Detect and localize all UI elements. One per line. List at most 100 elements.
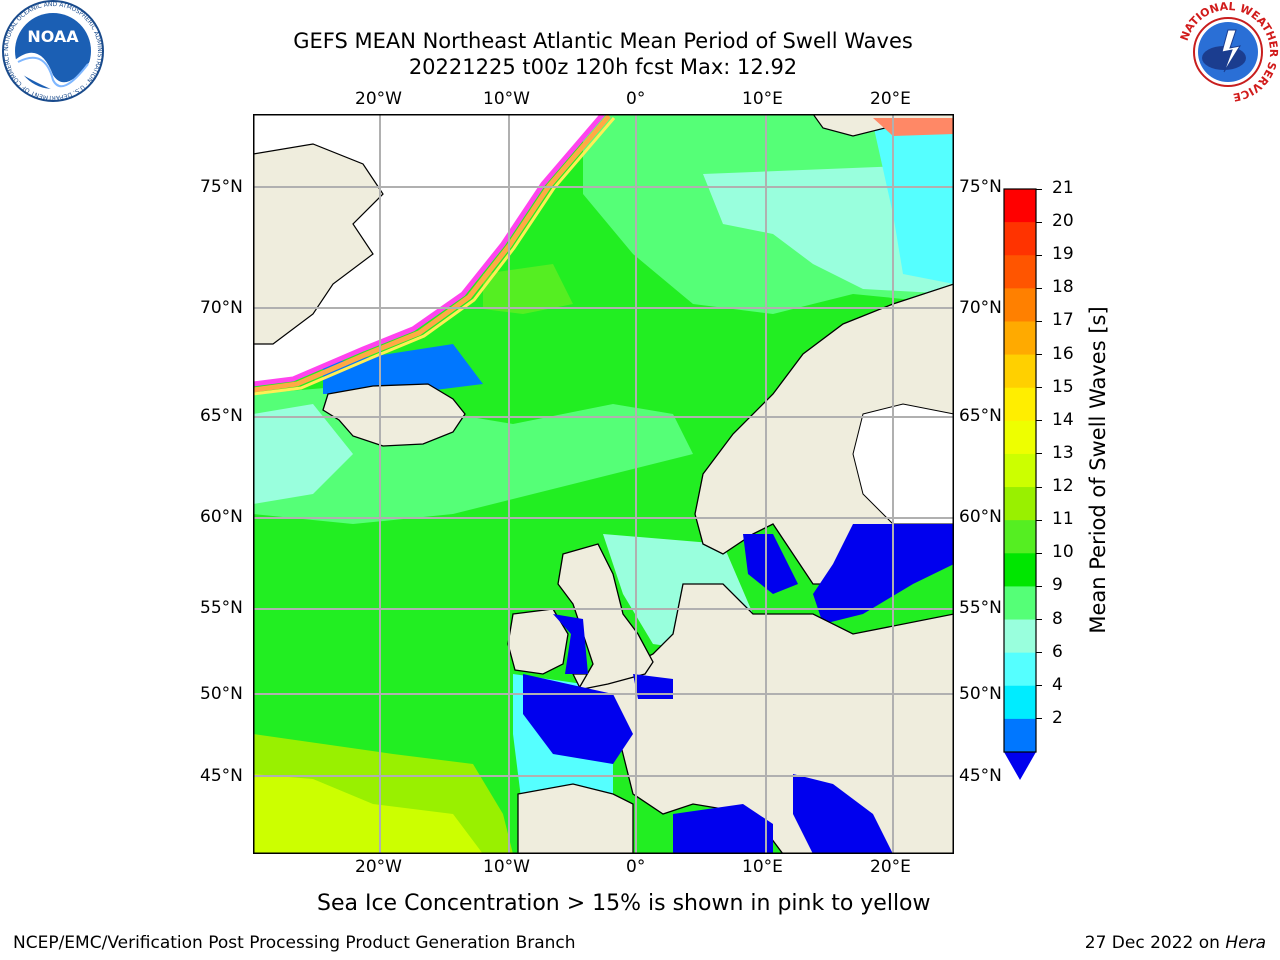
swell-10-11-patch (483, 264, 573, 314)
colorbar-band (1004, 321, 1036, 356)
lat-label-right-60n: 60°N (959, 507, 1002, 527)
colorbar-tick-mark (1036, 420, 1042, 422)
lat-label-left-75n: 75°N (200, 177, 243, 197)
lon-label-bottom-10e: 10°E (742, 857, 783, 877)
iceland-north-low-swell (323, 344, 483, 394)
colorbar-tick-mark (1036, 188, 1042, 190)
colorbar-tick-label: 4 (1052, 674, 1063, 695)
lon-label-bottom-0: 0° (626, 857, 646, 877)
colorbar-tick-label: 21 (1052, 178, 1074, 198)
graticule (253, 114, 954, 854)
colorbar-tick-mark (1036, 718, 1042, 720)
ice-edge-orange (253, 114, 611, 393)
colorbar-tick-label: 11 (1052, 509, 1074, 530)
colorbar-extend-arrow (1004, 752, 1036, 780)
adriatic-swell (793, 774, 893, 854)
colorbar-tick-mark (1036, 287, 1042, 289)
map-frame (253, 114, 954, 854)
colorbar-band (1004, 453, 1036, 488)
colorbar-tick-mark (1036, 254, 1042, 256)
colorbar (1003, 188, 1037, 780)
colorbar-tick-label: 15 (1052, 376, 1074, 397)
lat-label-left-70n: 70°N (200, 298, 243, 318)
lat-label-left-45n: 45°N (200, 766, 243, 786)
lat-label-left-60n: 60°N (200, 507, 243, 527)
lon-label-top-10w: 10°W (483, 89, 530, 109)
colorbar-tick-label: 20 (1052, 211, 1074, 232)
footer-date: 27 Dec 2022 on Hera (1085, 933, 1266, 953)
lon-label-bottom-10w: 10°W (483, 857, 530, 877)
colorbar-tick-mark (1036, 685, 1042, 687)
colorbar-band (1004, 586, 1036, 621)
colorbar-tick-mark (1036, 453, 1042, 455)
colorbar-band (1004, 288, 1036, 322)
lon-label-bottom-20w: 20°W (355, 857, 402, 877)
colorbar-tick-mark (1036, 320, 1042, 322)
colorbar-band (1004, 189, 1036, 223)
colorbar-tick-mark (1036, 552, 1042, 554)
colorbar-band (1004, 553, 1036, 587)
footer-date-text: 27 Dec 2022 on (1084, 933, 1226, 953)
lon-label-top-0: 0° (626, 89, 646, 109)
colorbar-tick-mark (1036, 519, 1042, 521)
greenland-coast (253, 143, 384, 345)
english-channel-swell (523, 674, 633, 764)
colorbar-tick-label: 18 (1052, 277, 1074, 298)
colorbar-band (1004, 718, 1036, 753)
colorbar-tick-label: 19 (1052, 244, 1074, 265)
lat-label-right-70n: 70°N (959, 298, 1002, 318)
colorbar-tick-label: 13 (1052, 442, 1074, 463)
ice-edge-pink (253, 114, 605, 387)
footer-host: Hera (1225, 933, 1266, 953)
map-plot (253, 114, 954, 854)
ice-edge-yellow (253, 117, 616, 396)
lat-label-right-75n: 75°N (959, 177, 1002, 197)
lat-label-left-50n: 50°N (200, 684, 243, 704)
lon-label-top-10e: 10°E (742, 89, 783, 109)
colorbar-frame (1003, 188, 1037, 753)
svg-text:NOAA: NOAA (27, 27, 79, 46)
chart-subtitle: 20221225 t00z 120h fcst Max: 12.92 (408, 55, 798, 79)
lon-label-bottom-20e: 20°E (870, 857, 911, 877)
colorbar-band (1004, 255, 1036, 289)
nws-logo: NATIONAL WEATHER SERVICE (1178, 0, 1280, 104)
colorbar-tick-label: 9 (1052, 575, 1063, 596)
swell-12-13-south (253, 774, 483, 854)
colorbar-band (1004, 685, 1036, 720)
colorbar-band (1004, 387, 1036, 422)
lat-label-right-65n: 65°N (959, 406, 1002, 426)
colorbar-tick-label: 16 (1052, 343, 1074, 364)
lat-label-right-55n: 55°N (959, 598, 1002, 618)
baltic-sea-swell (813, 524, 954, 624)
noaa-logo: NOAA NATIONAL OCEANIC AND ATMOSPHERIC AD… (2, 0, 104, 102)
swell-8-9-west (253, 404, 353, 504)
colorbar-tick-label: 6 (1052, 641, 1063, 662)
colorbar-tick-mark (1036, 585, 1042, 587)
colorbar-tick-mark (1036, 652, 1042, 654)
colorbar-band (1004, 520, 1036, 554)
lon-label-top-20w: 20°W (355, 89, 402, 109)
colorbar-band (1004, 619, 1036, 654)
lon-label-top-20e: 20°E (870, 89, 911, 109)
colorbar-band (1004, 222, 1036, 256)
colorbar-tick-label: 12 (1052, 476, 1074, 497)
colorbar-tick-label: 8 (1052, 608, 1063, 629)
colorbar-tick-mark (1036, 486, 1042, 488)
colorbar-tick-label: 17 (1052, 310, 1074, 331)
lat-label-right-45n: 45°N (959, 766, 1002, 786)
colorbar-band (1004, 652, 1036, 687)
iberia-land (517, 783, 634, 854)
mediterranean-west-swell (673, 804, 773, 854)
colorbar-tick-mark (1036, 387, 1042, 389)
colorbar-band (1004, 420, 1036, 455)
lat-label-left-65n: 65°N (200, 406, 243, 426)
irish-sea-swell (553, 614, 588, 674)
chart-title: GEFS MEAN Northeast Atlantic Mean Period… (293, 29, 913, 53)
colorbar-tick-label: 14 (1052, 409, 1074, 430)
iceland-land (322, 383, 466, 447)
colorbar-tick-label: 2 (1052, 707, 1063, 728)
colorbar-band (1004, 354, 1036, 389)
channel-east-swell (633, 674, 673, 699)
lat-label-left-55n: 55°N (200, 598, 243, 618)
colorbar-tick-mark (1036, 354, 1042, 356)
